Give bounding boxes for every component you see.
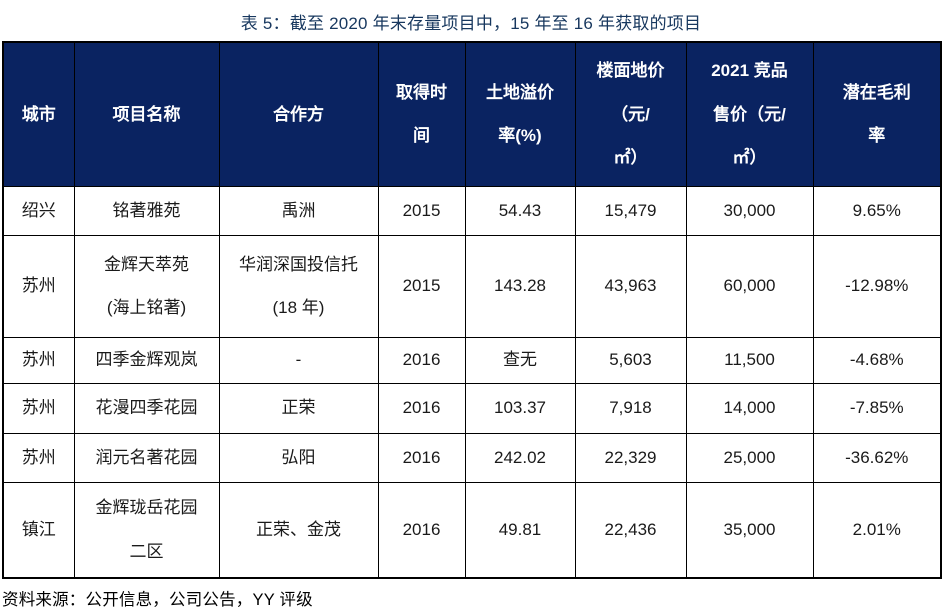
col-header-city: 城市 [2, 41, 75, 187]
col-header-floor-price: 楼面地价 （元/ ㎡） [574, 41, 687, 187]
table-title: 表 5：截至 2020 年末存量项目中，15 年至 16 年获取的项目 [240, 14, 702, 33]
cell-acquisition-year: 2015 [377, 234, 466, 338]
cell-potential-gross-margin: -36.62% [812, 432, 942, 483]
cell-competitor-price: 35,000 [685, 481, 814, 579]
table-row: 苏州 金辉天萃苑 (海上铭著) 华润深国投信托 (18 年) 2015 143.… [2, 234, 942, 338]
source-note: 资料来源：公开信息，公司公告，YY 评级 [2, 591, 313, 609]
col-header-potential-gross-margin: 潜在毛利 率 [812, 41, 942, 187]
cell-acquisition-year: 2015 [377, 185, 466, 236]
cell-land-premium-rate: 242.02 [464, 432, 576, 483]
cell-partner: 弘阳 [218, 432, 379, 483]
cell-acquisition-year: 2016 [377, 481, 466, 579]
table-row: 苏州 四季金辉观岚 - 2016 查无 5,603 11,500 -4.68% [2, 336, 942, 384]
cell-land-premium-rate: 143.28 [464, 234, 576, 338]
col-header-land-premium-rate: 土地溢价 率(%) [464, 41, 576, 187]
cell-project-name: 四季金辉观岚 [73, 336, 220, 384]
cell-floor-price: 43,963 [574, 234, 687, 338]
cell-floor-price: 7,918 [574, 382, 687, 434]
cell-partner: 正荣 [218, 382, 379, 434]
cell-city: 苏州 [2, 234, 75, 338]
table-body: 绍兴 铭著雅苑 禹洲 2015 54.43 15,479 30,000 9.65… [2, 185, 942, 579]
col-header-2021-competitor-price: 2021 竞品 售价（元/ ㎡） [685, 41, 814, 187]
cell-city: 镇江 [2, 481, 75, 579]
cell-potential-gross-margin: -12.98% [812, 234, 942, 338]
cell-competitor-price: 30,000 [685, 185, 814, 236]
cell-potential-gross-margin: 9.65% [812, 185, 942, 236]
cell-project-name: 金辉珑岳花园 二区 [73, 481, 220, 579]
table-row: 苏州 花漫四季花园 正荣 2016 103.37 7,918 14,000 -7… [2, 382, 942, 434]
cell-partner: 禹洲 [218, 185, 379, 236]
col-header-partner: 合作方 [218, 41, 379, 187]
cell-competitor-price: 11,500 [685, 336, 814, 384]
cell-project-name: 金辉天萃苑 (海上铭著) [73, 234, 220, 338]
cell-competitor-price: 14,000 [685, 382, 814, 434]
cell-city: 苏州 [2, 432, 75, 483]
cell-floor-price: 15,479 [574, 185, 687, 236]
cell-land-premium-rate: 54.43 [464, 185, 576, 236]
col-header-acquisition-year: 取得时 间 [377, 41, 466, 187]
cell-acquisition-year: 2016 [377, 432, 466, 483]
cell-acquisition-year: 2016 [377, 336, 466, 384]
cell-competitor-price: 25,000 [685, 432, 814, 483]
cell-potential-gross-margin: -7.85% [812, 382, 942, 434]
cell-city: 苏州 [2, 382, 75, 434]
cell-land-premium-rate: 103.37 [464, 382, 576, 434]
cell-partner: 华润深国投信托 (18 年) [218, 234, 379, 338]
cell-potential-gross-margin: 2.01% [812, 481, 942, 579]
cell-acquisition-year: 2016 [377, 382, 466, 434]
cell-city: 苏州 [2, 336, 75, 384]
table-row: 苏州 润元名著花园 弘阳 2016 242.02 22,329 25,000 -… [2, 432, 942, 483]
table-header-row: 城市 项目名称 合作方 取得时 间 土地溢价 率(%) 楼面地价 （元/ ㎡） … [2, 41, 942, 187]
cell-potential-gross-margin: -4.68% [812, 336, 942, 384]
cell-floor-price: 5,603 [574, 336, 687, 384]
cell-land-premium-rate: 49.81 [464, 481, 576, 579]
cell-floor-price: 22,329 [574, 432, 687, 483]
cell-project-name: 润元名著花园 [73, 432, 220, 483]
cell-land-premium-rate: 查无 [464, 336, 576, 384]
cell-partner: 正荣、金茂 [218, 481, 379, 579]
cell-partner: - [218, 336, 379, 384]
cell-city: 绍兴 [2, 185, 75, 236]
cell-project-name: 铭著雅苑 [73, 185, 220, 236]
table-row: 绍兴 铭著雅苑 禹洲 2015 54.43 15,479 30,000 9.65… [2, 185, 942, 236]
cell-floor-price: 22,436 [574, 481, 687, 579]
cell-project-name: 花漫四季花园 [73, 382, 220, 434]
projects-table: 城市 项目名称 合作方 取得时 间 土地溢价 率(%) 楼面地价 （元/ ㎡） … [2, 41, 942, 579]
cell-competitor-price: 60,000 [685, 234, 814, 338]
col-header-project-name: 项目名称 [73, 41, 220, 187]
table-row: 镇江 金辉珑岳花园 二区 正荣、金茂 2016 49.81 22,436 35,… [2, 481, 942, 579]
